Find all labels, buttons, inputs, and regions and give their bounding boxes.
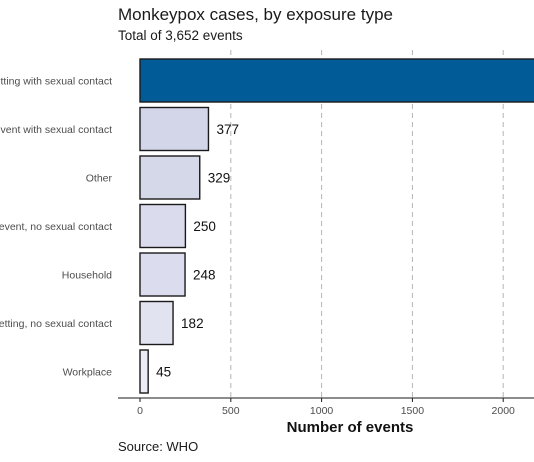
bars — [139, 58, 534, 394]
value-label-2: 377 — [216, 122, 239, 137]
bar-2 — [139, 106, 210, 152]
value-label-4: 250 — [193, 219, 216, 234]
bar-4 — [139, 203, 187, 249]
source-note: Source: WHO — [118, 439, 199, 454]
value-label-3: 329 — [208, 171, 231, 186]
x-axis-title: Number of events — [287, 419, 414, 436]
value-label-5: 248 — [193, 268, 216, 283]
x-tick-label-1000: 1000 — [310, 405, 334, 417]
category-label-2: Large event with sexual contact — [0, 124, 112, 136]
category-labels: Party setting with sexual contact Large e… — [0, 76, 112, 379]
bar-1 — [139, 58, 534, 103]
x-tick-label-500: 500 — [222, 405, 240, 417]
bar-7 — [139, 349, 149, 394]
value-labels: 377 329 250 248 182 45 — [156, 122, 239, 380]
value-label-7: 45 — [156, 365, 171, 380]
category-label-4: Large event, no sexual contact — [0, 221, 112, 233]
category-label-3: Other — [86, 173, 113, 185]
chart-subtitle: Total of 3,652 events — [118, 28, 243, 43]
chart-title: Monkeypox cases, by exposure type — [118, 5, 393, 24]
x-axis: 0 500 1000 1500 2000 — [118, 397, 534, 417]
category-label-7: Workplace — [63, 367, 113, 379]
category-label-6: Party setting, no sexual contact — [0, 318, 112, 330]
bar-5 — [139, 252, 186, 297]
x-tick-label-1500: 1500 — [401, 405, 425, 417]
grid-lines — [230, 50, 504, 398]
bar-6 — [139, 300, 174, 346]
value-label-6: 182 — [181, 316, 204, 331]
x-tick-label-2000: 2000 — [492, 405, 516, 417]
category-label-5: Household — [62, 270, 112, 282]
category-label-1: Party setting with sexual contact — [0, 76, 112, 88]
x-tick-label-0: 0 — [137, 405, 143, 417]
bar-3 — [139, 155, 201, 200]
